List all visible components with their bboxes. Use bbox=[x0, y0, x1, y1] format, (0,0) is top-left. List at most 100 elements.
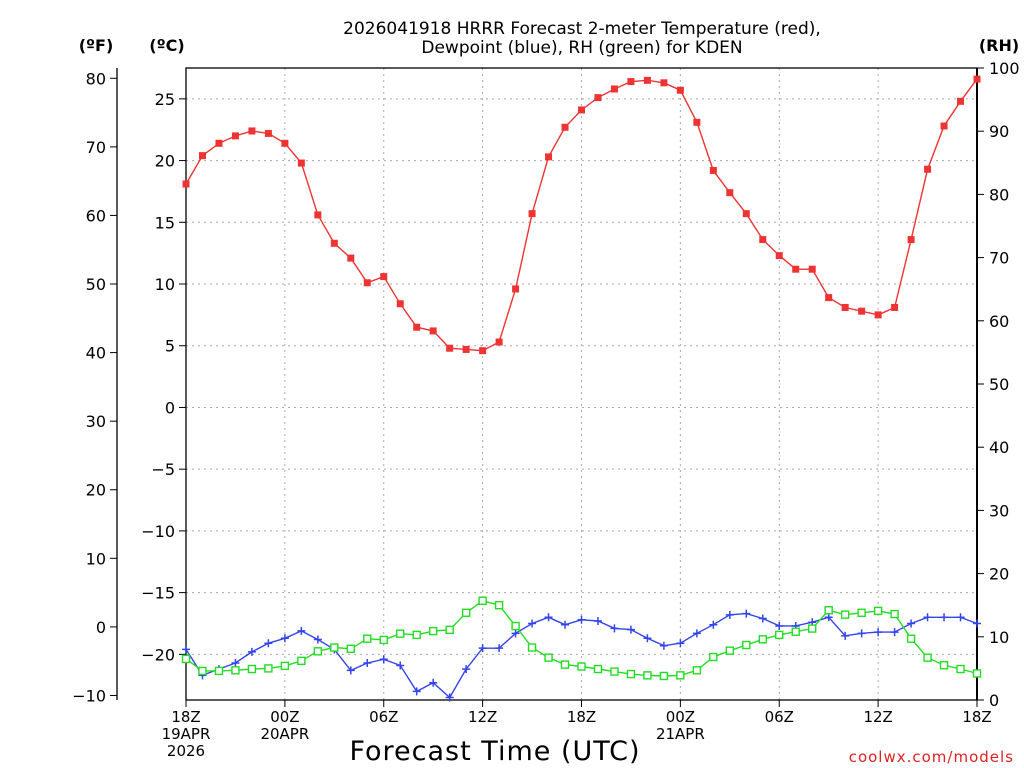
rh-point bbox=[742, 640, 751, 650]
dewpoint-point bbox=[346, 666, 355, 675]
celsius-tick-label: 20 bbox=[155, 152, 175, 171]
x-tick-label: 18Z bbox=[567, 708, 596, 726]
rh-point bbox=[214, 666, 224, 676]
temperature-point bbox=[215, 139, 223, 147]
temperature-point bbox=[627, 78, 635, 86]
temperature-point bbox=[248, 127, 256, 135]
celsius-tick-label: −20 bbox=[141, 645, 175, 664]
dewpoint-point bbox=[626, 625, 635, 634]
dewpoint-point bbox=[511, 629, 520, 638]
fahrenheit-tick-label: 0 bbox=[96, 618, 106, 637]
dewpoint-point bbox=[824, 613, 833, 622]
series-rh bbox=[181, 596, 982, 681]
dewpoint-point bbox=[725, 610, 734, 619]
x-tick-label: 06Z bbox=[765, 708, 794, 726]
rh-point bbox=[428, 626, 438, 636]
temperature-point bbox=[512, 285, 520, 293]
rh-point bbox=[725, 646, 735, 655]
fahrenheit-tick-label: 60 bbox=[86, 206, 106, 225]
temperature-point bbox=[924, 165, 932, 173]
temperature-point bbox=[841, 303, 849, 311]
dewpoint-point bbox=[890, 628, 899, 637]
temperature-point bbox=[759, 236, 767, 244]
rh-tick-label: 30 bbox=[989, 501, 1009, 520]
rh-tick-label: 60 bbox=[989, 312, 1009, 331]
fahrenheit-tick-label: 50 bbox=[86, 275, 106, 294]
dewpoint-point bbox=[297, 626, 306, 635]
rh-point bbox=[494, 601, 504, 610]
rh-point bbox=[461, 608, 471, 617]
temperature-point bbox=[660, 79, 668, 87]
temperature-point bbox=[891, 303, 899, 311]
rh-point bbox=[709, 652, 718, 662]
dewpoint-point bbox=[182, 645, 190, 654]
rh-point bbox=[379, 635, 388, 645]
dewpoint-point bbox=[313, 635, 322, 644]
dewpoint-point bbox=[280, 634, 289, 643]
rh-point bbox=[560, 660, 570, 669]
temperature-point bbox=[709, 166, 717, 174]
rh-point bbox=[791, 627, 800, 636]
celsius-tick-label: −5 bbox=[151, 460, 175, 479]
dewpoint-point bbox=[841, 631, 850, 640]
temperature-point bbox=[198, 152, 206, 160]
temperature-point bbox=[347, 254, 355, 262]
rh-point bbox=[775, 630, 784, 640]
fahrenheit-tick-label: 20 bbox=[86, 481, 106, 500]
dewpoint-point bbox=[379, 655, 388, 664]
x-tick-label: 00Z bbox=[666, 708, 695, 726]
temperature-point bbox=[676, 86, 684, 94]
temperature-point bbox=[528, 210, 536, 218]
fahrenheit-tick-label: 30 bbox=[86, 412, 106, 431]
rh-point bbox=[824, 606, 833, 615]
dewpoint-point bbox=[561, 620, 570, 629]
rh-point bbox=[890, 609, 899, 619]
rh-point bbox=[231, 666, 240, 675]
dewpoint-point bbox=[462, 665, 471, 674]
temperature-point bbox=[281, 139, 289, 147]
rh-point bbox=[692, 666, 702, 675]
rh-point bbox=[659, 671, 669, 681]
dewpoint-point bbox=[742, 609, 751, 618]
rh-point bbox=[396, 629, 405, 638]
temperature-point bbox=[957, 97, 965, 105]
rh-point bbox=[956, 664, 965, 674]
x-tick-label: 00Z bbox=[270, 708, 299, 726]
temperature-point bbox=[182, 180, 190, 188]
x-tick-label: 20APR bbox=[260, 725, 309, 743]
rh-point bbox=[198, 666, 207, 676]
dewpoint-point bbox=[593, 617, 602, 625]
celsius-unit-label: (ºC) bbox=[149, 36, 184, 55]
temperature-point bbox=[330, 239, 338, 247]
dewpoint-point bbox=[445, 693, 454, 702]
rh-point bbox=[758, 635, 767, 644]
temperature-point bbox=[561, 123, 569, 131]
x-tick-label: 12Z bbox=[863, 708, 892, 726]
fahrenheit-unit-label: (ºF) bbox=[79, 36, 114, 55]
temperature-point bbox=[792, 265, 800, 273]
temperature-point bbox=[495, 338, 503, 346]
temperature-point bbox=[973, 75, 981, 83]
celsius-tick-label: 5 bbox=[165, 337, 175, 356]
x-tick-label: 2026 bbox=[167, 742, 205, 760]
dewpoint-point bbox=[692, 629, 701, 638]
dewpoint-point bbox=[247, 647, 256, 656]
temperature-point bbox=[462, 345, 470, 353]
rh-point bbox=[873, 606, 883, 616]
rh-point bbox=[297, 656, 306, 666]
rh-point bbox=[412, 630, 421, 640]
celsius-tick-label: 15 bbox=[155, 213, 175, 232]
temperature-point bbox=[594, 94, 602, 102]
temperature-point bbox=[726, 189, 734, 197]
temperature-point bbox=[380, 273, 388, 281]
rh-point bbox=[330, 643, 339, 652]
dewpoint-point bbox=[396, 661, 405, 670]
temperature-point bbox=[314, 211, 322, 219]
dewpoint-point bbox=[676, 639, 685, 648]
temperature-point bbox=[643, 76, 651, 84]
temperature-point bbox=[413, 323, 421, 331]
rh-point bbox=[857, 608, 866, 617]
temperature-point bbox=[825, 294, 833, 302]
temperature-point bbox=[578, 106, 585, 114]
series-temperature bbox=[182, 75, 981, 355]
